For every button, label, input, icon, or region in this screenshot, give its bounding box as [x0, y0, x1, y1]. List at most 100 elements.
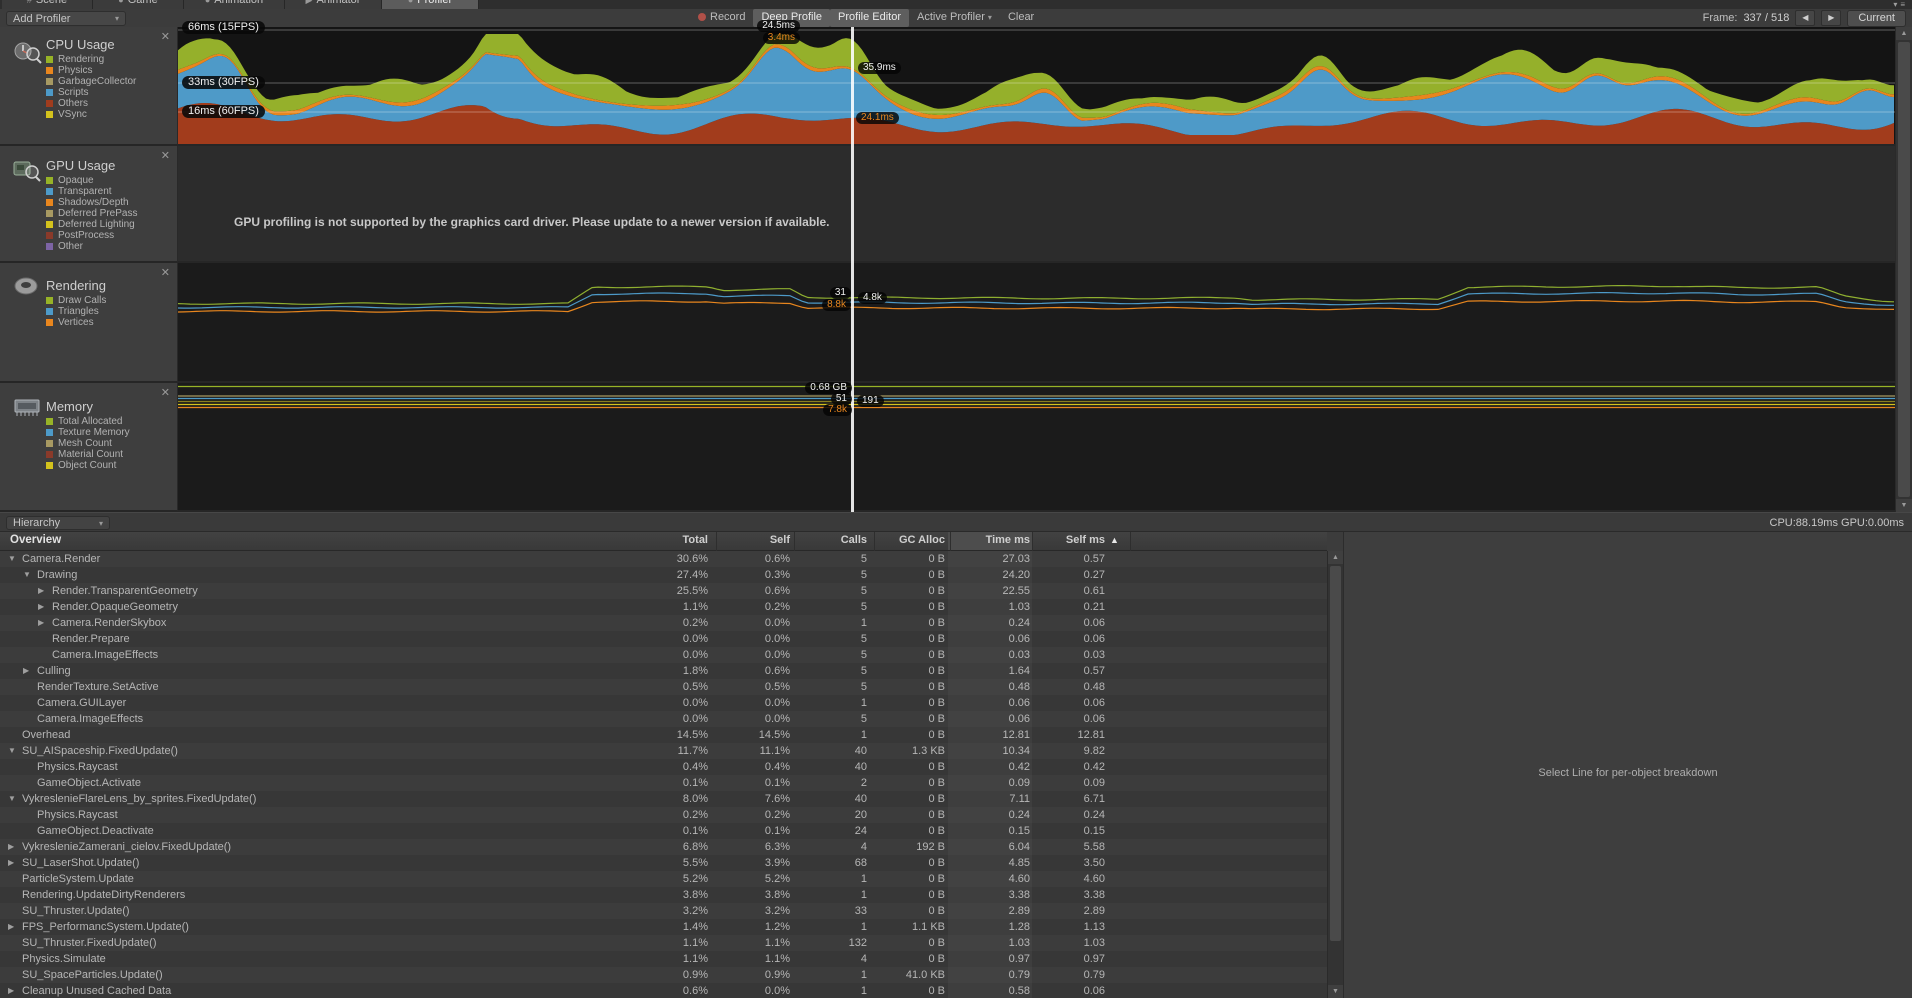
legend-item-rendering[interactable]: Rendering — [46, 54, 175, 65]
close-icon[interactable]: ✕ — [160, 267, 170, 279]
row-foldout-icon[interactable]: ▶ — [38, 618, 45, 627]
table-row[interactable]: ▶ Culling 1.8% 0.6% 5 0 B 1.64 0.57 — [0, 663, 1327, 679]
sort-arrow-icon[interactable]: ▲ — [1110, 535, 1119, 545]
table-row[interactable]: Camera.ImageEffects 0.0% 0.0% 5 0 B 0.03 0.03 — [0, 647, 1327, 663]
chevron-down-icon[interactable]: ▾ — [1893, 0, 1901, 9]
legend-item-others[interactable]: Others — [46, 98, 175, 109]
clear-button[interactable]: Clear — [1007, 11, 1035, 23]
table-row[interactable]: Physics.Raycast 0.2% 0.2% 20 0 B 0.24 0.24 — [0, 807, 1327, 823]
active-profiler-dropdown[interactable]: Active Profiler ▾ — [909, 9, 1000, 27]
column-header-total[interactable]: Total — [682, 534, 708, 546]
table-row[interactable]: ParticleSystem.Update 5.2% 5.2% 1 0 B 4.60 4.6… — [0, 871, 1327, 887]
row-foldout-icon[interactable]: ▶ — [38, 602, 45, 611]
legend-item-texture-memory[interactable]: Texture Memory — [46, 427, 175, 438]
row-foldout-icon[interactable]: ▶ — [8, 858, 15, 867]
legend-item-vsync[interactable]: VSync — [46, 109, 175, 120]
memory-chart[interactable] — [178, 383, 1895, 512]
table-row[interactable]: ▶ VykreslenieZamerani_cielov.FixedUpdate(… — [0, 839, 1327, 855]
chart-scrollbar[interactable]: ▲ ▼ — [1895, 27, 1912, 512]
cpu-chart-region[interactable] — [178, 27, 1895, 146]
table-row[interactable]: ▼ SU_AISpaceship.FixedUpdate() 11.7% 11.1% 4… — [0, 743, 1327, 759]
table-row[interactable]: SU_Thruster.FixedUpdate() 1.1% 1.1% 132 0 B 1… — [0, 935, 1327, 951]
scrollbar-thumb[interactable] — [1898, 42, 1910, 497]
memory-chart-region[interactable] — [178, 383, 1895, 512]
hamburger-menu-icon[interactable]: ≡ — [1900, 0, 1908, 9]
table-row[interactable]: Render.Prepare 0.0% 0.0% 5 0 B 0.06 0.06 — [0, 631, 1327, 647]
table-row[interactable]: ▼ Camera.Render 30.6% 0.6% 5 0 B 27.03 0.57 — [0, 551, 1327, 567]
table-row[interactable]: Overhead 14.5% 14.5% 1 0 B 12.81 12.81 — [0, 727, 1327, 743]
tab-animator[interactable]: ▶ Animator — [285, 0, 382, 9]
frame-selection-line[interactable] — [851, 27, 854, 512]
legend-item-vertices[interactable]: Vertices — [46, 317, 175, 328]
legend-item-object-count[interactable]: Object Count — [46, 460, 175, 471]
legend-item-deferred-prepass[interactable]: Deferred PrePass — [46, 208, 175, 219]
scroll-down-icon[interactable]: ▼ — [1328, 985, 1343, 998]
legend-item-postprocess[interactable]: PostProcess — [46, 230, 175, 241]
row-foldout-icon[interactable]: ▶ — [8, 842, 15, 851]
window-menu-icons[interactable]: ▾≡ — [1893, 0, 1908, 9]
table-row[interactable]: SU_Thruster.Update() 3.2% 3.2% 33 0 B 2.89 2.8… — [0, 903, 1327, 919]
table-row[interactable]: ▶ Cleanup Unused Cached Data 0.6% 0.0% 1 0 B 0… — [0, 983, 1327, 998]
scroll-up-icon[interactable]: ▲ — [1328, 551, 1343, 564]
close-icon[interactable]: ✕ — [160, 387, 170, 399]
scroll-up-icon[interactable]: ▲ — [1896, 27, 1912, 40]
legend-item-mesh-count[interactable]: Mesh Count — [46, 438, 175, 449]
legend-item-physics[interactable]: Physics — [46, 65, 175, 76]
row-foldout-icon[interactable]: ▶ — [8, 922, 15, 931]
scroll-down-icon[interactable]: ▼ — [1896, 499, 1912, 512]
legend-item-deferred-lighting[interactable]: Deferred Lighting — [46, 219, 175, 230]
table-row[interactable]: Rendering.UpdateDirtyRenderers 3.8% 3.8% 1 0… — [0, 887, 1327, 903]
table-row[interactable]: Camera.ImageEffects 0.0% 0.0% 5 0 B 0.06 0.06 — [0, 711, 1327, 727]
table-scrollbar[interactable]: ▲ ▼ — [1327, 551, 1343, 998]
table-row[interactable]: GameObject.Deactivate 0.1% 0.1% 24 0 B 0.15 0.… — [0, 823, 1327, 839]
tab-game[interactable]: ● Game — [93, 0, 184, 9]
overview-column-header[interactable]: Overview — [10, 534, 62, 546]
column-header-calls[interactable]: Calls — [840, 534, 867, 546]
legend-item-total-allocated[interactable]: Total Allocated — [46, 416, 175, 427]
table-row[interactable]: ▶ SU_LaserShot.Update() 5.5% 3.9% 68 0 B 4.85 3… — [0, 855, 1327, 871]
current-frame-button[interactable]: Current — [1847, 9, 1906, 27]
legend-item-scripts[interactable]: Scripts — [46, 87, 175, 98]
row-foldout-icon[interactable]: ▶ — [38, 586, 45, 595]
row-foldout-icon[interactable]: ▼ — [8, 794, 16, 803]
table-row[interactable]: GameObject.Activate 0.1% 0.1% 2 0 B 0.09 0.09 — [0, 775, 1327, 791]
legend-item-other[interactable]: Other — [46, 241, 175, 252]
close-icon[interactable]: ✕ — [160, 31, 170, 43]
column-header-time-ms[interactable]: Time ms — [985, 534, 1030, 546]
rendering-chart[interactable] — [177, 263, 1895, 383]
legend-item-draw-calls[interactable]: Draw Calls — [46, 295, 175, 306]
profile-editor-toggle[interactable]: Profile Editor — [830, 9, 909, 27]
table-row[interactable]: ▶ Render.TransparentGeometry 25.5% 0.6% 5 0 B… — [0, 583, 1327, 599]
add-profiler-dropdown[interactable]: Add Profiler ▾ — [6, 11, 126, 26]
row-foldout-icon[interactable]: ▼ — [8, 554, 16, 563]
row-foldout-icon[interactable]: ▼ — [23, 570, 31, 579]
table-row[interactable]: SU_SpaceParticles.Update() 0.9% 0.9% 1 41.0 … — [0, 967, 1327, 983]
legend-item-transparent[interactable]: Transparent — [46, 186, 175, 197]
column-header-gc-alloc[interactable]: GC Alloc — [898, 534, 945, 546]
table-row[interactable]: Camera.GUILayer 0.0% 0.0% 1 0 B 0.06 0.06 — [0, 695, 1327, 711]
column-header-self[interactable]: Self — [769, 534, 790, 546]
scrollbar-thumb[interactable] — [1330, 566, 1341, 941]
row-foldout-icon[interactable]: ▶ — [8, 986, 15, 995]
row-foldout-icon[interactable]: ▼ — [8, 746, 16, 755]
prev-frame-button[interactable]: ◀ — [1795, 10, 1816, 26]
rendering-chart-region[interactable] — [177, 263, 1895, 383]
row-foldout-icon[interactable]: ▶ — [23, 666, 30, 675]
table-row[interactable]: Physics.Raycast 0.4% 0.4% 40 0 B 0.42 0.42 — [0, 759, 1327, 775]
table-row[interactable]: ▶ FPS_PerformancSystem.Update() 1.4% 1.2% 1 1… — [0, 919, 1327, 935]
table-row[interactable]: RenderTexture.SetActive 0.5% 0.5% 5 0 B 0.48 0… — [0, 679, 1327, 695]
close-icon[interactable]: ✕ — [160, 150, 170, 162]
tab-scene[interactable]: # Scene — [2, 0, 93, 9]
hierarchy-mode-dropdown[interactable]: Hierarchy ▾ — [6, 516, 110, 530]
legend-item-shadows-depth[interactable]: Shadows/Depth — [46, 197, 175, 208]
record-toggle[interactable]: Record — [690, 9, 753, 27]
legend-item-material-count[interactable]: Material Count — [46, 449, 175, 460]
legend-item-opaque[interactable]: Opaque — [46, 175, 175, 186]
legend-item-triangles[interactable]: Triangles — [46, 306, 175, 317]
table-row[interactable]: ▼ VykreslenieFlareLens_by_sprites.FixedUp… — [0, 791, 1327, 807]
table-row[interactable]: ▶ Render.OpaqueGeometry 1.1% 0.2% 5 0 B 1.03 0.… — [0, 599, 1327, 615]
next-frame-button[interactable]: ▶ — [1821, 10, 1842, 26]
legend-item-garbagecollector[interactable]: GarbageCollector — [46, 76, 175, 87]
cpu-usage-chart[interactable] — [178, 27, 1895, 146]
table-row[interactable]: ▶ Camera.RenderSkybox 0.2% 0.0% 1 0 B 0.24 0.06 — [0, 615, 1327, 631]
